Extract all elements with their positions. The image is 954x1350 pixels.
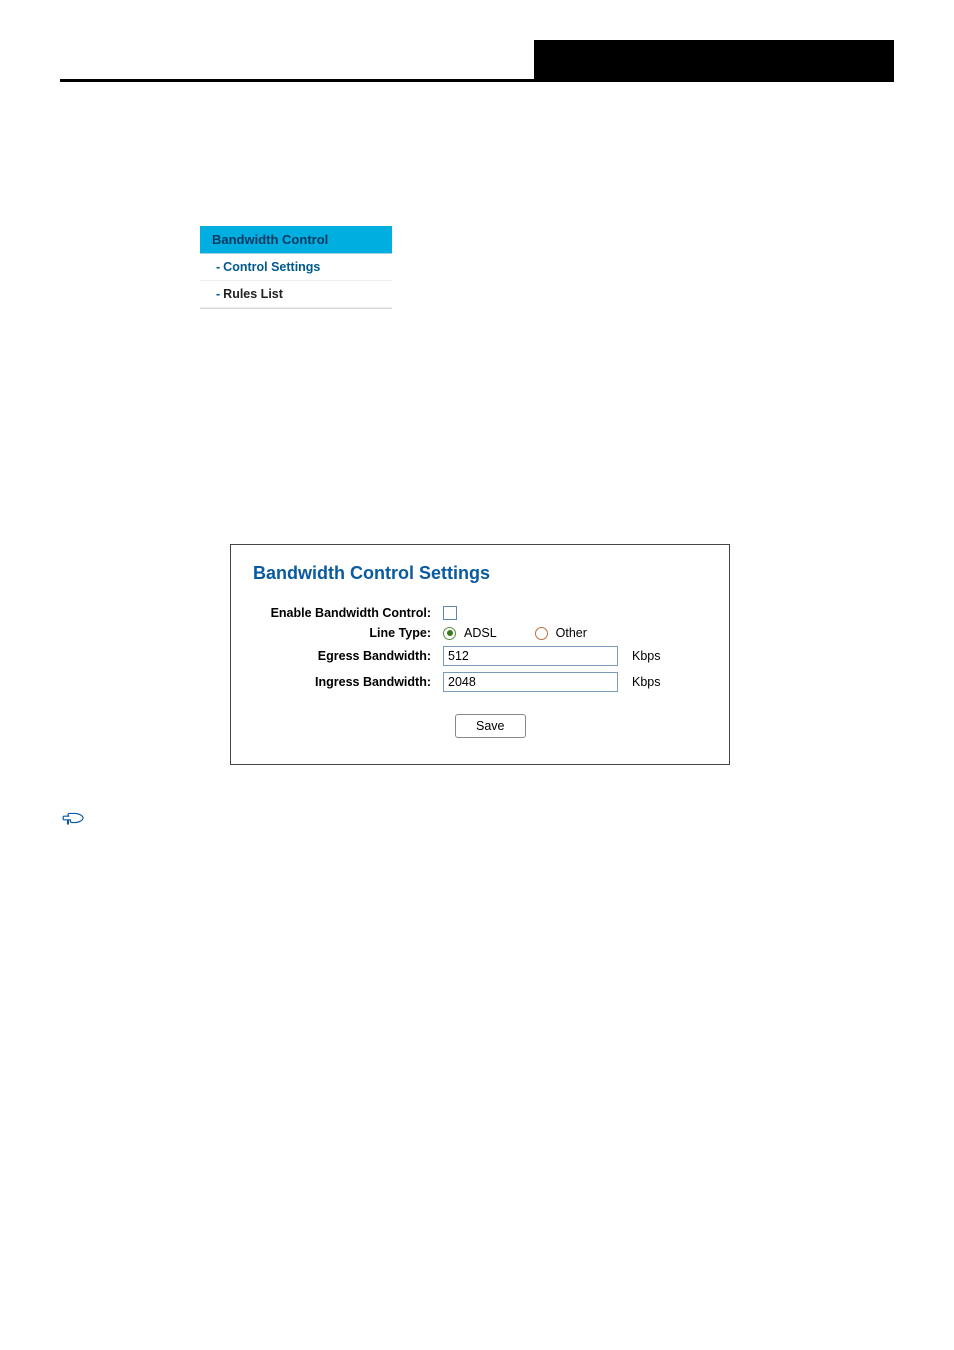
nav-item-control-settings[interactable]: -Control Settings bbox=[200, 254, 392, 281]
settings-panel: Bandwidth Control Settings Enable Bandwi… bbox=[230, 544, 730, 765]
radio-adsl[interactable] bbox=[443, 627, 456, 640]
radio-other[interactable] bbox=[535, 627, 548, 640]
hand-point-icon bbox=[60, 808, 100, 831]
bullet-label: Rules List bbox=[114, 387, 179, 402]
nav-item-rules-list[interactable]: -Rules List bbox=[200, 281, 392, 308]
sidebar-nav: Bandwidth Control -Control Settings -Rul… bbox=[200, 226, 392, 309]
panel-title: Bandwidth Control Settings bbox=[253, 563, 707, 584]
subsection-number: 4.15.1 bbox=[60, 436, 107, 455]
bullet-rules-list: ▶ Rules List - Configure the Bandwidth C… bbox=[90, 385, 894, 406]
arrow-right-icon bbox=[277, 939, 295, 960]
dash-icon: - bbox=[216, 260, 220, 274]
nav-item-label: Rules List bbox=[223, 287, 283, 301]
note-block: Note: For optimal control of the bandwid… bbox=[60, 808, 894, 877]
label-enable: Enable Bandwidth Control: bbox=[253, 606, 443, 620]
row-egress: Egress Bandwidth: Kbps bbox=[253, 646, 707, 666]
note-text: For optimal control of the bandwidth, pl… bbox=[100, 827, 894, 869]
unit-label: Kbps bbox=[632, 675, 661, 689]
section-number: 4.15 bbox=[60, 132, 101, 155]
ingress-input[interactable] bbox=[443, 672, 618, 692]
radio-other-label: Other bbox=[556, 626, 587, 640]
row-ingress: Ingress Bandwidth: Kbps bbox=[253, 672, 707, 692]
subsection-name: Control Settings bbox=[117, 436, 249, 455]
row-line-type: Line Type: ADSL Other bbox=[253, 626, 707, 640]
breadcrumb-part: Bandwidth Control bbox=[156, 470, 278, 485]
subsection-para: Choose menu “Bandwidth Control Control S… bbox=[60, 468, 894, 531]
note-title: Note: bbox=[100, 808, 894, 823]
subsection-heading: 4.15.1 Control Settings bbox=[60, 436, 894, 456]
row-enable: Enable Bandwidth Control: bbox=[253, 606, 707, 620]
breadcrumb-part: Bandwidth Control bbox=[152, 941, 273, 956]
triangle-icon: ▶ bbox=[90, 385, 114, 406]
unit-label: Kbps bbox=[632, 649, 661, 663]
subsection-name: Rules List bbox=[117, 907, 198, 926]
label-line-type: Line Type: bbox=[253, 626, 443, 640]
product-name: Wireless N Gigabit Router bbox=[534, 40, 894, 79]
subsection-heading: 4.15.2 Rules List bbox=[60, 907, 894, 927]
doc-header: TL-WR1043ND Wireless N Gigabit Router bbox=[60, 40, 894, 82]
breadcrumb-part: Rules List bbox=[299, 941, 364, 956]
section-name: Bandwidth Control bbox=[113, 132, 301, 155]
figure-caption: Figure 4-76 bbox=[60, 327, 894, 342]
bullet-text: - Configure the Bandwidth Control Settin… bbox=[219, 362, 557, 377]
egress-input[interactable] bbox=[443, 646, 618, 666]
breadcrumb-part: Control Settings bbox=[307, 470, 414, 485]
label-ingress: Ingress Bandwidth: bbox=[253, 675, 443, 689]
nav-header[interactable]: Bandwidth Control bbox=[200, 226, 392, 254]
radio-adsl-label: ADSL bbox=[464, 626, 497, 640]
bullet-control-settings: ▶ Control Settings - Configure the Bandw… bbox=[90, 360, 894, 381]
figure-caption: Figure 4-77 Bandwidth Control Settings bbox=[60, 775, 894, 790]
dash-icon: - bbox=[216, 287, 220, 301]
subsection-number: 4.15.2 bbox=[60, 907, 107, 926]
arrow-right-icon bbox=[283, 468, 301, 489]
enable-checkbox[interactable] bbox=[443, 606, 457, 620]
bullet-text: - Configure the Bandwidth Control Rules … bbox=[179, 387, 528, 402]
triangle-icon: ▶ bbox=[90, 360, 114, 381]
section-heading: 4.15 Bandwidth Control bbox=[60, 132, 894, 156]
label-egress: Egress Bandwidth: bbox=[253, 649, 443, 663]
subsection-para: Choose menu “Bandwidth Control Rules Lis… bbox=[60, 939, 894, 960]
nav-item-label: Control Settings bbox=[223, 260, 320, 274]
product-model: TL-WR1043ND bbox=[60, 40, 534, 79]
page-number: - 94 - bbox=[60, 1020, 894, 1034]
section-intro: There are two submenus under the Bandwid… bbox=[60, 170, 894, 212]
save-button[interactable]: Save bbox=[455, 714, 526, 738]
bullet-label: Control Settings bbox=[114, 362, 219, 377]
